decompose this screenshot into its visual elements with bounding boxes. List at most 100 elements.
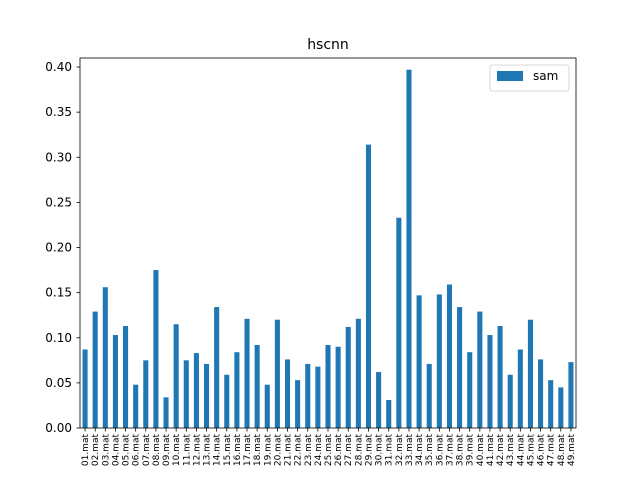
bar [224,374,230,428]
x-tick-label: 25.mat [324,434,334,467]
x-tick-label: 20.mat [273,434,283,467]
y-tick-label: 0.25 [45,195,72,209]
x-tick-label: 26.mat [334,434,344,467]
bar [396,217,402,428]
bar [193,353,199,428]
bar [305,363,311,428]
y-tick-label: 0.40 [45,60,72,74]
x-tick-label: 12.mat [192,434,202,467]
x-tick-label: 04.mat [111,434,121,467]
y-tick-label: 0.10 [45,331,72,345]
x-tick-label: 22.mat [294,434,304,467]
bar [487,335,493,428]
y-tick-label: 0.20 [45,241,72,255]
x-tick-label: 19.mat [263,434,273,467]
x-tick-label: 24.mat [314,434,324,467]
bar [548,380,554,428]
y-tick-label: 0.15 [45,286,72,300]
x-tick-label: 33.mat [405,434,415,467]
x-tick-label: 49.mat [567,434,577,467]
bars-group [82,69,574,429]
bar [173,324,179,428]
x-tick-label: 02.mat [91,434,101,467]
bar [183,360,189,428]
bar [386,400,392,428]
x-tick-label: 03.mat [101,434,111,467]
bar [274,319,280,428]
bar [264,384,270,428]
bar [133,384,139,428]
bar [295,380,301,428]
legend: sam [489,64,570,92]
x-tick-label: 07.mat [142,434,152,467]
x-tick-label: 32.mat [395,434,405,467]
bar [457,307,463,428]
bar [365,144,372,428]
chart-title: hscnn [307,37,349,53]
bar [416,295,422,428]
x-tick-label: 13.mat [203,434,213,467]
bar [214,307,220,428]
bar [517,349,523,428]
x-tick-label: 09.mat [162,434,172,467]
x-tick-label: 47.mat [547,434,557,467]
legend-label: sam [533,69,558,83]
y-tick-label: 0.30 [45,150,72,164]
x-tick-label: 16.mat [233,434,243,467]
y-tick-label: 0.35 [45,105,72,119]
bar [244,318,250,428]
bar [477,311,483,428]
bar [568,362,574,428]
x-tick-label: 42.mat [496,434,506,467]
bar [436,294,442,428]
x-tick-label: 15.mat [223,434,233,467]
y-axis: 0.00 0.05 0.10 0.15 0.20 0.25 0.30 0.35 0.40 [45,60,80,435]
legend-swatch [497,71,523,81]
bar [204,363,210,428]
bar [234,352,240,428]
bar [92,311,98,428]
bar [123,326,129,428]
x-tick-label: 18.mat [253,434,263,467]
x-tick-label: 06.mat [132,434,142,467]
x-tick-label: 45.mat [526,434,536,467]
bar [254,344,260,428]
x-tick-label: 39.mat [466,434,476,467]
bar [335,346,341,428]
x-tick-label: 41.mat [486,434,496,467]
x-tick-label: 34.mat [415,434,425,467]
bar [153,270,159,428]
x-tick-label: 08.mat [152,434,162,467]
bar [467,352,473,428]
bar [345,326,351,428]
bar [527,319,533,428]
x-tick-label: 36.mat [435,434,445,467]
x-tick-label: 11.mat [182,434,192,467]
y-tick-label: 0.05 [45,376,72,390]
bar [426,363,432,428]
bar [315,366,321,428]
x-tick-label: 21.mat [284,434,294,467]
x-axis: 01.mat 02.mat 03.mat 04.mat 05.mat 06.mat 07.m… [81,428,577,466]
bar [376,372,382,428]
x-tick-label: 28.mat [354,434,364,467]
plot-frame [79,57,577,429]
x-tick-label: 05.mat [122,434,132,467]
bar [497,326,503,428]
bar [102,287,108,428]
bar [558,387,564,428]
x-tick-label: 17.mat [243,434,253,467]
x-tick-label: 40.mat [476,434,486,467]
x-tick-label: 35.mat [425,434,435,467]
x-tick-label: 10.mat [172,434,182,467]
x-tick-label: 30.mat [375,434,385,467]
x-tick-label: 27.mat [344,434,354,467]
bar [143,360,149,428]
bar [446,284,452,428]
bar [112,335,118,428]
bar [284,359,291,428]
x-tick-label: 44.mat [516,434,526,467]
x-tick-label: 31.mat [385,434,395,467]
x-tick-label: 48.mat [557,434,567,467]
